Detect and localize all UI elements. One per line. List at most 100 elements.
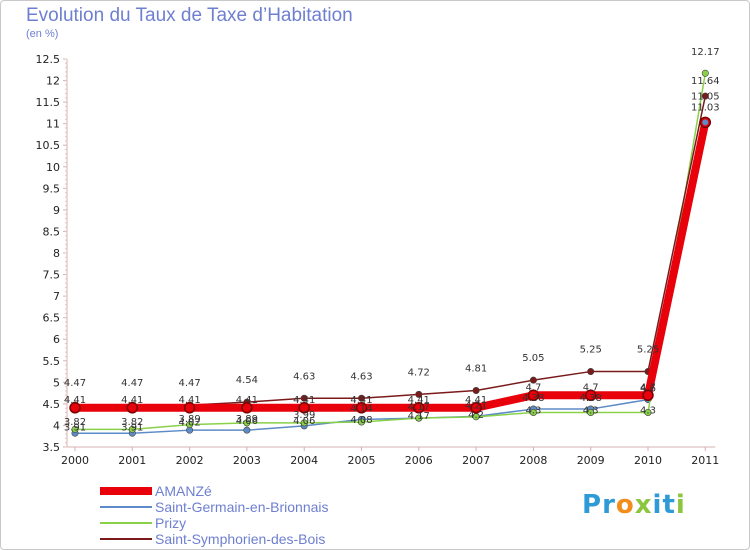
series-point-2 xyxy=(701,69,709,77)
data-label: 4.54 xyxy=(236,375,258,386)
data-label: 4.08 xyxy=(350,415,372,426)
y-tick-label: 6 xyxy=(53,333,60,346)
series-line-1 xyxy=(75,121,707,434)
series-point-2 xyxy=(186,421,194,429)
x-tick-label: 2007 xyxy=(462,454,490,467)
series-point-0 xyxy=(642,389,654,402)
data-label: 4.47 xyxy=(64,378,86,389)
series-point-3 xyxy=(415,390,423,398)
data-label: 4.47 xyxy=(121,378,143,389)
data-label: 3.89 xyxy=(178,414,200,425)
y-tick-label: 10.5 xyxy=(36,139,61,152)
series-point-highlight xyxy=(702,119,709,126)
logo-letter: o xyxy=(615,490,635,520)
data-label: 4.41 xyxy=(350,395,372,406)
x-tick-label: 2003 xyxy=(233,454,261,467)
data-label: 5.05 xyxy=(522,353,544,364)
x-tick-label: 2005 xyxy=(348,454,376,467)
data-label: 5.25 xyxy=(637,345,659,356)
y-tick-label: 5 xyxy=(53,376,60,389)
series-point-2 xyxy=(243,419,251,427)
x-tick-label: 2011 xyxy=(691,454,719,467)
data-label: 4.2 xyxy=(468,410,484,421)
data-label: 4.38 xyxy=(580,393,602,404)
series-point-0 xyxy=(69,402,81,414)
legend-label: Saint-Germain-en-Brionnais xyxy=(155,499,329,515)
y-tick-label: 3.5 xyxy=(43,441,61,454)
series-point-3 xyxy=(587,368,595,376)
data-label: 5.25 xyxy=(580,345,602,356)
series-point-2 xyxy=(529,409,537,417)
data-label: 4.41 xyxy=(236,395,258,406)
data-label: 4.41 xyxy=(178,395,200,406)
chart-title: Evolution du Taux de Taxe d’Habitation xyxy=(26,5,353,26)
series-point-2 xyxy=(415,414,423,422)
x-tick-label: 2010 xyxy=(634,454,662,467)
data-label: 4.14 xyxy=(350,403,372,414)
data-label: 4.41 xyxy=(121,395,143,406)
logo-letter: i xyxy=(675,490,686,520)
data-label: 3.82 xyxy=(64,417,86,428)
chart-marks xyxy=(69,69,712,437)
logo-letter: P xyxy=(582,490,603,520)
data-label: 4.72 xyxy=(408,367,430,378)
y-tick-label: 7 xyxy=(53,290,60,303)
series-point-3 xyxy=(300,394,308,402)
series-point-0 xyxy=(584,389,597,402)
data-label: 4.7 xyxy=(525,382,541,393)
series-point-1 xyxy=(243,426,251,434)
series-point-0 xyxy=(126,402,139,414)
series-point-0 xyxy=(470,402,482,414)
legend-label: Prizy xyxy=(155,515,187,531)
data-label: 4.6 xyxy=(640,384,656,395)
data-label: 4.41 xyxy=(293,395,315,406)
data-label: 4.17 xyxy=(408,402,430,413)
logo-letter: x xyxy=(634,490,653,520)
data-label: 11.05 xyxy=(691,92,720,103)
series-point-0 xyxy=(527,389,540,402)
data-label: 4.63 xyxy=(350,371,372,382)
data-label: 3.91 xyxy=(64,422,86,433)
data-label: 3.99 xyxy=(293,410,315,421)
data-label: 4.63 xyxy=(293,371,315,382)
logo-letter: i xyxy=(652,490,663,520)
x-tick-label: 2006 xyxy=(405,454,433,467)
series-point-2 xyxy=(357,418,365,426)
series-point-2 xyxy=(587,409,595,417)
legend-label: Saint-Symphorien-des-Bois xyxy=(155,531,326,547)
series-point-3 xyxy=(472,387,480,395)
series-line-0 xyxy=(75,121,710,412)
chart-subtitle: (en %) xyxy=(26,28,59,40)
series-point-3 xyxy=(701,92,709,100)
series-point-2 xyxy=(71,425,79,433)
series-point-0 xyxy=(355,402,368,414)
data-label: 11.03 xyxy=(691,102,720,113)
y-tick-label: 9 xyxy=(53,204,60,217)
series-point-2 xyxy=(300,419,308,427)
chart-axes: 3.5 4 4.5 5 5.5 6 6.5 7 7.5 8 8.5 9 9.5 10 10.5 11 11.5 1… xyxy=(36,53,720,467)
y-tick-label: 7.5 xyxy=(43,269,61,282)
data-label: 4.3 xyxy=(525,406,541,417)
series-point-2 xyxy=(644,409,652,417)
y-tick-label: 8 xyxy=(53,247,60,260)
legend-label: AMANZé xyxy=(155,483,212,499)
data-label: 4.81 xyxy=(465,364,487,375)
data-label: 11.64 xyxy=(691,76,720,87)
series-point-0 xyxy=(241,402,253,414)
legend-swatch xyxy=(100,538,152,540)
y-tick-label: 12.5 xyxy=(36,53,61,66)
y-tick-label: 8.5 xyxy=(43,225,61,238)
x-tick-label: 2009 xyxy=(577,454,605,467)
data-label: 4.41 xyxy=(408,395,430,406)
y-tick-label: 4 xyxy=(53,419,60,432)
data-label: 4.7 xyxy=(583,382,599,393)
y-tick-label: 10 xyxy=(46,161,60,174)
data-label: 4.41 xyxy=(64,395,86,406)
data-label: 3.91 xyxy=(121,422,143,433)
series-line-3 xyxy=(75,95,707,406)
series-line-2 xyxy=(75,73,707,431)
chart-data-labels: 4.41 4.41 4.41 4.41 4.41 4.41 4.41 4.414.7 4.7 4.… xyxy=(64,47,720,433)
x-tick-label: 2000 xyxy=(61,454,89,467)
